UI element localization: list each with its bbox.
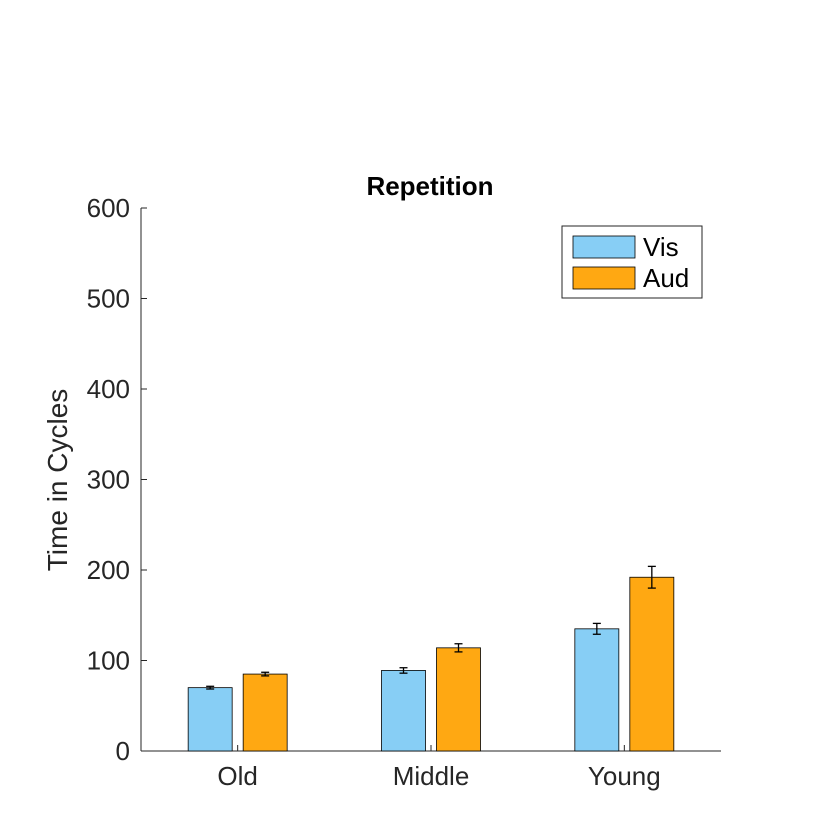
y-tick-label: 300 [87,465,130,495]
bar-aud-young [629,576,675,752]
x-tick-label: Old [217,761,257,791]
legend-swatch-aud [572,266,636,290]
y-tick-label: 0 [116,736,130,766]
y-tick-label: 600 [87,193,130,223]
legend-label-aud: Aud [643,263,689,293]
bar-aud-old [242,673,288,752]
bar-vis-middle [381,670,426,752]
y-tick-label: 500 [87,284,130,314]
x-tick-label: Middle [393,761,470,791]
legend-label-vis: Vis [643,232,679,262]
bar-vis-old [187,687,233,752]
bar-vis-young [574,628,620,752]
y-axis-label: Time in Cycles [42,389,73,572]
plot-area: 0 100 200 300 400 500 600 Old Middle Young [87,193,721,791]
chart-title: Repetition [366,171,493,201]
bar-aud-middle [436,647,481,752]
legend-swatch-vis [572,235,636,259]
y-tick-label: 100 [87,646,130,676]
y-tick-label: 200 [87,555,130,585]
y-tick-label: 400 [87,374,130,404]
x-tick-label: Young [588,761,661,791]
